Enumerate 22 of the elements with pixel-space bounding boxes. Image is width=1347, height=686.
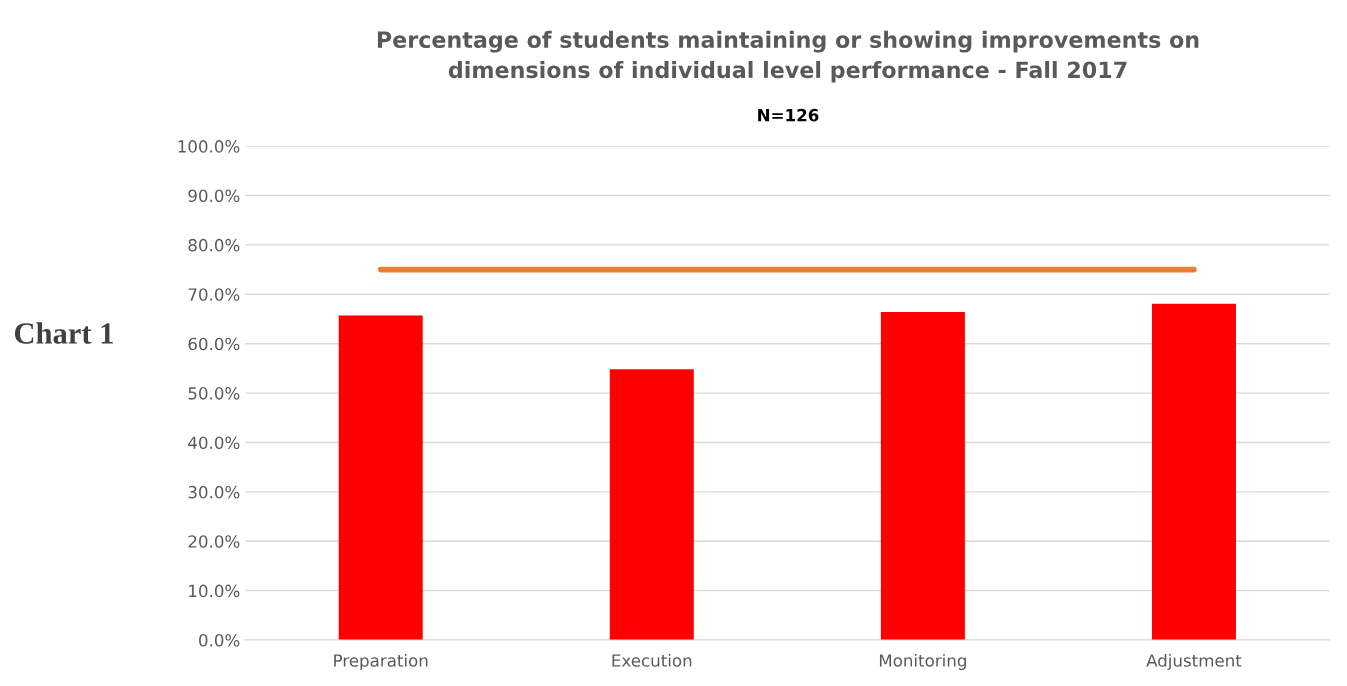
x-tick-label: Preparation [334,653,428,671]
x-tick-label: Monitoring [879,653,966,671]
y-tick-label: 60.0% [188,337,240,351]
caption: Chart 1 [14,322,113,344]
y-tick-label: 90.0% [188,189,240,203]
y-tick-label: 20.0% [188,535,240,548]
y-tick-label: 70.0% [188,288,240,301]
y-tick-label: 40.0% [188,436,240,450]
bar [609,369,694,641]
x-tick-label: Adjustment [1146,653,1242,671]
y-tick-label: 80.0% [188,238,240,252]
y-tick-label: 10.0% [189,584,240,598]
bar [1151,303,1236,641]
y-tick-label: 100.0% [178,140,240,153]
x-tick-label: Execution [612,653,692,667]
bar [338,315,423,641]
y-tick-label: 50.0% [188,387,240,400]
chart-subtitle: N=126 [758,108,819,122]
y-tick-label: 30.0% [188,485,240,499]
chart-title: Percentage of students maintaining or showing improvements on dimensions of individual level performance - Fall 2017 [377,30,1199,83]
bar [880,312,965,641]
y-tick-label: 0.0% [199,634,240,647]
